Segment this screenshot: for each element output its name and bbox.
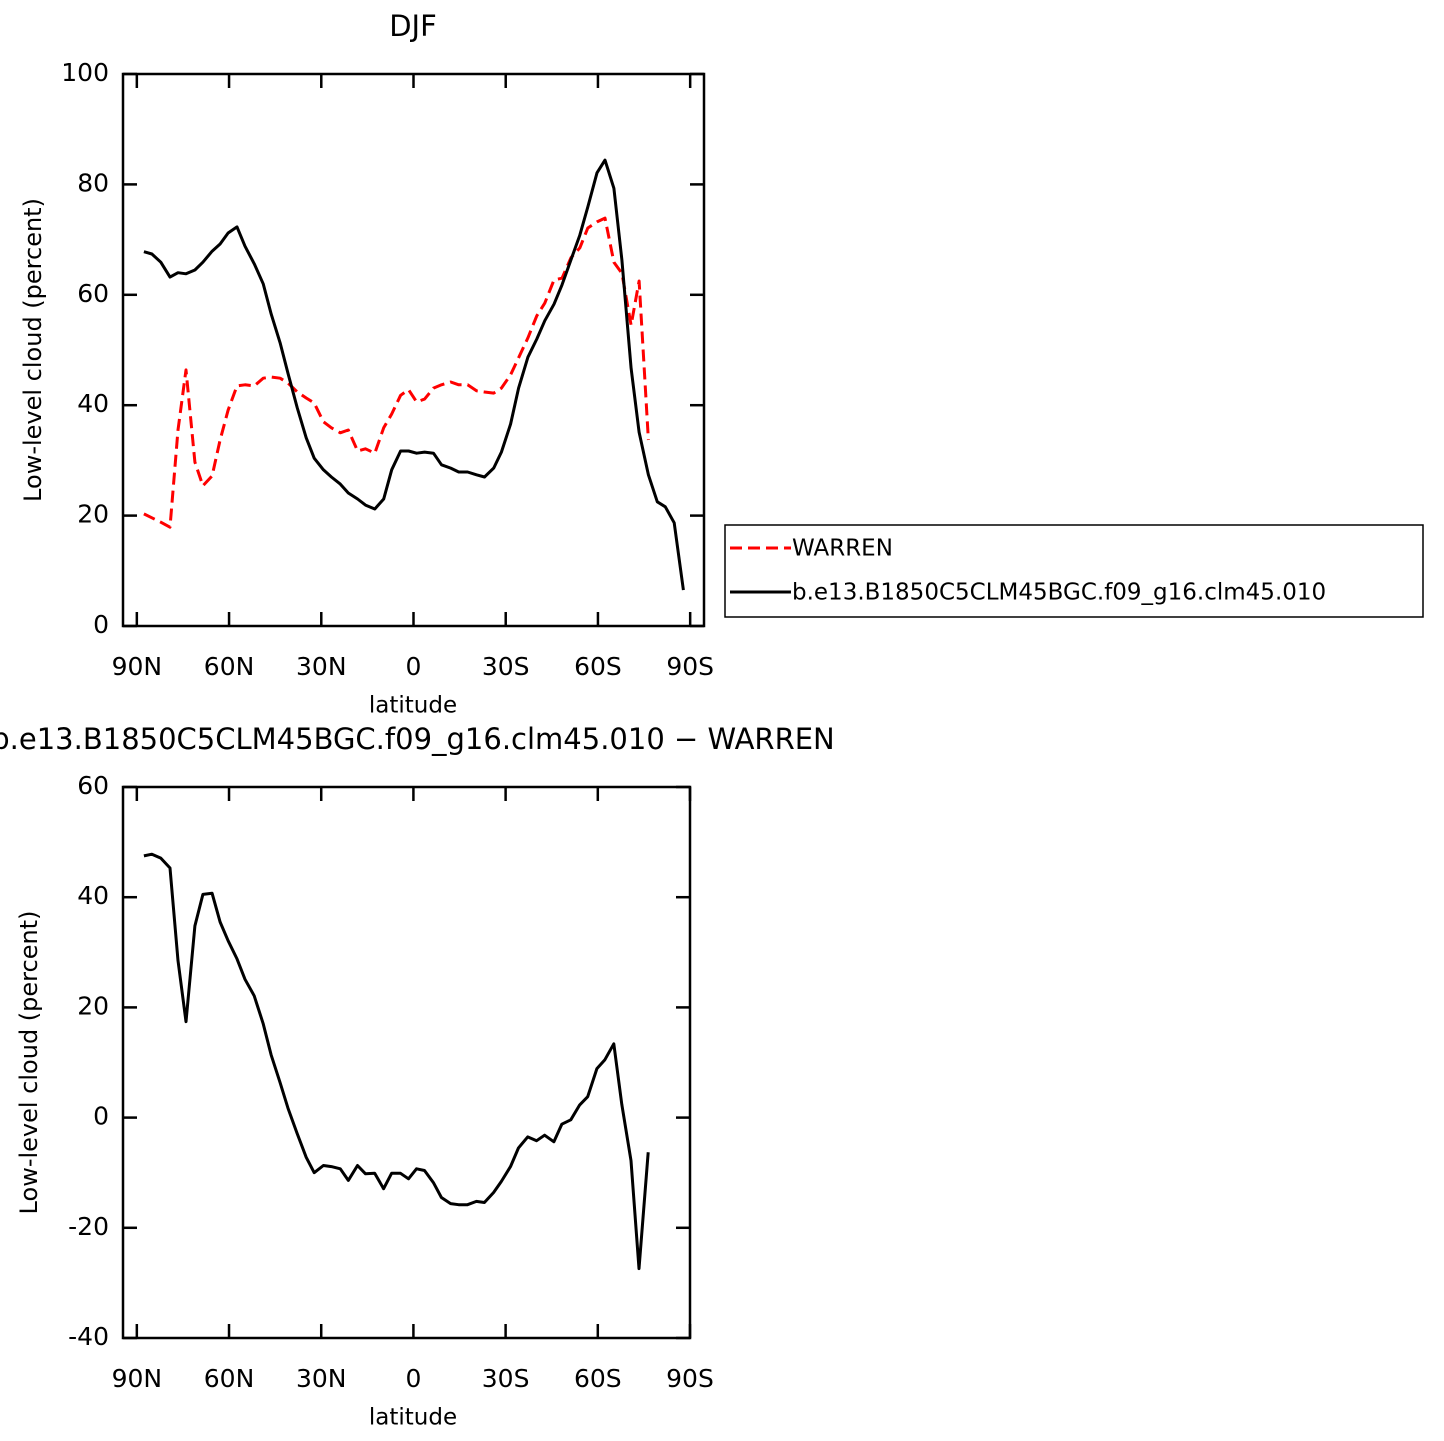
y-tick-label: 60 bbox=[77, 771, 109, 800]
y-tick-label: 20 bbox=[77, 991, 109, 1020]
x-tick-label: 30S bbox=[482, 652, 530, 681]
legend-label: WARREN bbox=[792, 536, 893, 562]
x-axis-label: latitude bbox=[369, 1405, 457, 1431]
legend-box bbox=[724, 524, 1424, 618]
y-tick-label: 0 bbox=[93, 610, 109, 639]
x-tick-label: 60N bbox=[204, 652, 255, 681]
series-line bbox=[143, 852, 650, 1271]
x-tick-label: 60S bbox=[574, 652, 622, 681]
y-tick-label: -40 bbox=[68, 1322, 109, 1351]
x-tick-label: 30N bbox=[296, 1364, 347, 1393]
y-axis-label: Low-level cloud (percent) bbox=[19, 198, 47, 502]
x-tick-label: 90N bbox=[112, 1364, 163, 1393]
chart-title: DJF bbox=[389, 9, 437, 43]
x-tick-label: 30N bbox=[296, 652, 347, 681]
x-tick-label: 0 bbox=[406, 652, 422, 681]
x-tick-label: 90N bbox=[112, 652, 163, 681]
x-axis-label: latitude bbox=[369, 693, 457, 719]
y-tick-label: 40 bbox=[77, 881, 109, 910]
x-tick-label: 90S bbox=[666, 1364, 714, 1393]
y-tick-label: 40 bbox=[77, 389, 109, 418]
y-tick-label: 80 bbox=[77, 168, 109, 197]
plot-frame bbox=[121, 785, 692, 1340]
series-line bbox=[143, 158, 685, 591]
y-tick-label: 20 bbox=[77, 500, 109, 529]
chart-title: b.e13.B1850C5CLM45BGC.f09_g16.clm45.010 … bbox=[0, 722, 835, 756]
x-tick-label: 60N bbox=[204, 1364, 255, 1393]
legend-label: b.e13.B1850C5CLM45BGC.f09_g16.clm45.010 bbox=[792, 580, 1326, 606]
y-tick-label: 60 bbox=[77, 279, 109, 308]
x-tick-label: 30S bbox=[482, 1364, 530, 1393]
x-tick-label: 60S bbox=[574, 1364, 622, 1393]
y-axis-label: Low-level cloud (percent) bbox=[15, 911, 43, 1215]
series-line bbox=[143, 216, 650, 529]
y-tick-label: 0 bbox=[93, 1102, 109, 1131]
x-tick-label: 0 bbox=[405, 1364, 421, 1393]
y-tick-label: -20 bbox=[68, 1212, 109, 1241]
y-tick-label: 100 bbox=[61, 58, 109, 87]
x-tick-label: 90S bbox=[666, 652, 714, 681]
plot-frame bbox=[121, 72, 706, 628]
